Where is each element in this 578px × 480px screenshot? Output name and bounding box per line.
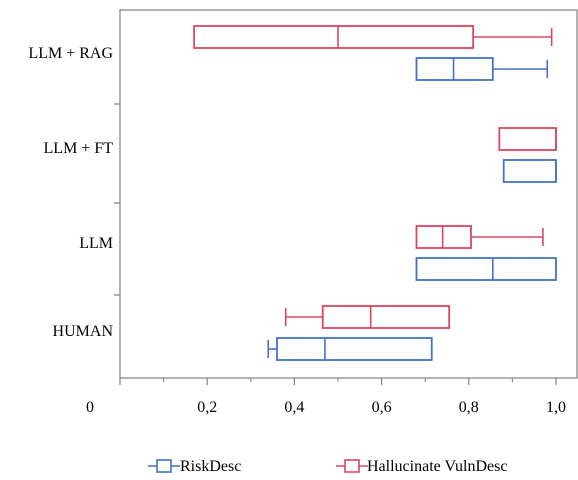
plot-area-frame	[119, 9, 578, 379]
box-riskdesc-llm-rag	[415, 57, 549, 81]
box-hallucinate-human	[284, 305, 451, 329]
iqr-box	[276, 337, 433, 361]
box-riskdesc-llm	[415, 257, 557, 281]
box-hallucinate-llm-rag	[193, 25, 553, 49]
category-label: LLM	[79, 235, 113, 252]
x-tick-label: 0,6	[372, 399, 392, 416]
y-axis-categories: LLM + RAG LLM + FT LLM HUMAN	[28, 45, 120, 340]
x-tick-label: 0	[86, 399, 94, 416]
box-riskdesc-human	[267, 337, 433, 361]
iqr-box	[415, 257, 557, 281]
x-tick-label: 0,2	[197, 399, 217, 416]
boxes-layer	[193, 25, 557, 361]
box-hallucinate-llm	[415, 225, 544, 249]
x-tick-label: 1,0	[546, 399, 566, 416]
legend-swatch-box	[156, 459, 172, 473]
box-riskdesc-llm-ft	[502, 159, 557, 183]
legend-item: Hallucinate VulnDesc	[336, 458, 507, 475]
category-label: LLM + RAG	[28, 45, 113, 62]
legend-swatch-box	[344, 459, 360, 473]
iqr-box	[502, 159, 557, 183]
legend-label: RiskDesc	[180, 458, 241, 475]
legend: RiskDesc Hallucinate VulnDesc	[148, 458, 507, 475]
x-tick-label: 0,8	[459, 399, 479, 416]
iqr-box	[321, 305, 451, 329]
iqr-box	[193, 25, 475, 49]
box-hallucinate-llm-ft	[498, 127, 557, 151]
x-axis: 0 0,2 0,4 0,6 0,8 1,0	[86, 378, 566, 416]
category-label: HUMAN	[53, 323, 114, 340]
category-label: LLM + FT	[44, 140, 114, 157]
x-tick-label: 0,4	[284, 399, 304, 416]
legend-item: RiskDesc	[148, 458, 241, 475]
iqr-box	[415, 225, 472, 249]
legend-label: Hallucinate VulnDesc	[367, 458, 507, 475]
iqr-box	[498, 127, 557, 151]
iqr-box	[415, 57, 494, 81]
